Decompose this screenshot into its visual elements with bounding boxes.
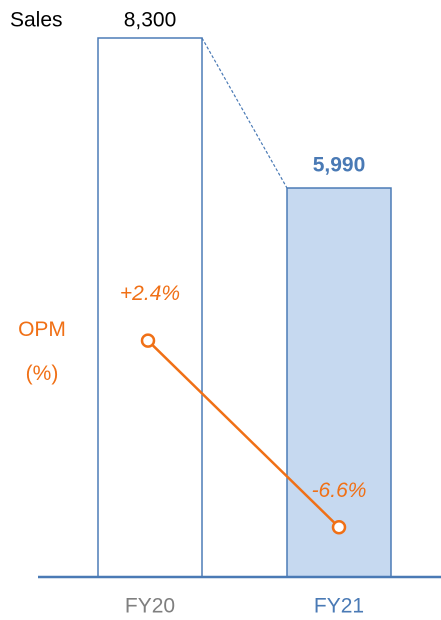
opm-point	[140, 333, 156, 348]
bar-value-label: 5,990	[313, 154, 366, 177]
series-label: Sales	[10, 9, 63, 32]
x-tick-label: FY21	[314, 595, 364, 618]
connector	[201, 37, 288, 189]
bar	[97, 37, 203, 578]
bar	[286, 187, 392, 578]
x-tick-label: FY20	[125, 595, 175, 618]
series-label: OPM (%)	[18, 318, 66, 385]
opm-point	[331, 519, 347, 535]
opm-value-label: +2.4%	[120, 282, 180, 305]
opm-value-label: -6.6%	[312, 479, 367, 502]
bar-value-label: 8,300	[124, 9, 177, 32]
opm-line	[147, 339, 340, 529]
